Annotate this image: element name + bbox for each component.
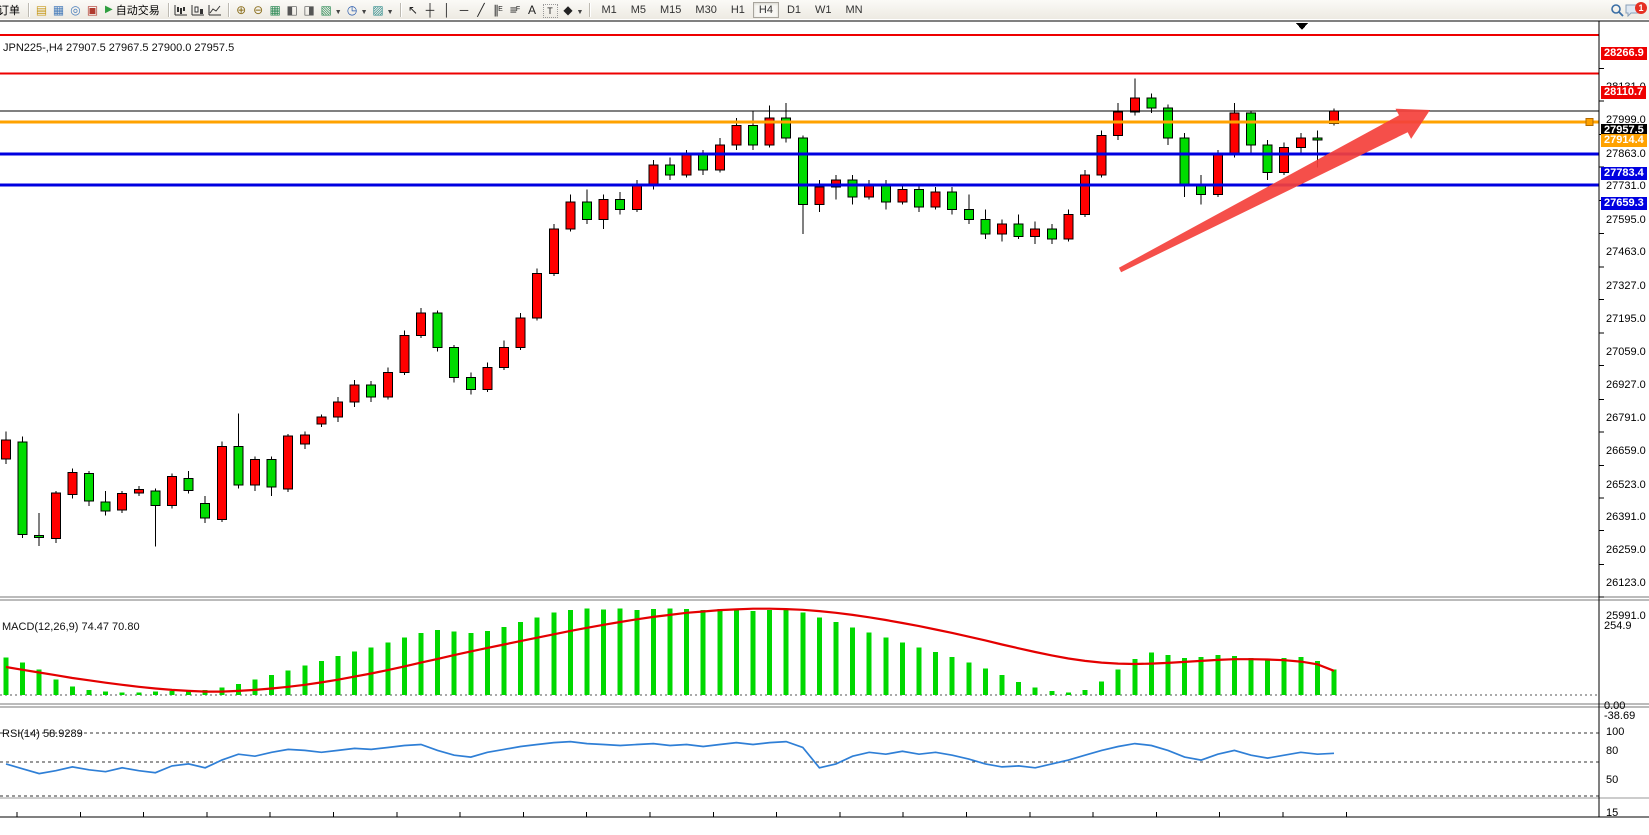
- price-line-label: 27659.3: [1601, 197, 1647, 211]
- search-icon[interactable]: [1608, 2, 1625, 18]
- arrange-windows-icon[interactable]: ◨: [303, 2, 315, 17]
- price-tick-label: 27463.0: [1606, 246, 1646, 259]
- new-chart-icon[interactable]: ▧: [320, 2, 332, 17]
- label-icon[interactable]: T: [542, 3, 558, 18]
- templates-icon[interactable]: ▨: [372, 2, 384, 17]
- navigator-icon[interactable]: ◎: [70, 2, 81, 17]
- price-line-label: 28110.7: [1601, 85, 1647, 99]
- profiles-icon-dropdown[interactable]: ▼: [360, 8, 368, 16]
- timeframe-h1-button[interactable]: H1: [730, 3, 745, 16]
- rsi-level-label: 100: [1606, 726, 1625, 738]
- price-tick-label: 27863.0: [1606, 147, 1646, 160]
- chart-canvas[interactable]: [0, 19, 1649, 835]
- market-watch-icon[interactable]: ▤: [35, 2, 48, 17]
- timeframe-h4-button[interactable]: H4: [752, 1, 779, 18]
- macd-max-label: 254.9: [1604, 620, 1632, 632]
- trend-arrow-object: [1118, 108, 1430, 273]
- notification-badge: 1: [1635, 1, 1647, 14]
- timeframe-m15-button[interactable]: M15: [660, 3, 682, 16]
- macd-label: MACD(12,26,9) 74.47 70.80: [2, 621, 140, 633]
- new-order-button[interactable]: 订单: [0, 1, 24, 18]
- price-tick-label: 27195.0: [1606, 312, 1646, 325]
- price-tick-label: 27327.0: [1606, 279, 1646, 292]
- macd-min-label: -38.69: [1604, 710, 1636, 722]
- timeframe-mn-button[interactable]: MN: [845, 3, 863, 16]
- terminal-icon[interactable]: ▣: [86, 2, 99, 17]
- timeframe-m1-button[interactable]: M1: [601, 3, 617, 16]
- bar-chart-icon[interactable]: [173, 2, 190, 18]
- macd-zero-label: 0.00: [1604, 700, 1626, 712]
- cursor-icon[interactable]: ↖: [407, 2, 419, 17]
- rsi-level-label: 80: [1606, 745, 1619, 757]
- zoom-in-icon[interactable]: ⊕: [236, 2, 247, 17]
- chart-title: JPN225-,H4 27907.5 27967.5 27900.0 27957…: [3, 42, 235, 54]
- price-line-label: 27914.4: [1601, 134, 1647, 148]
- trendline-icon[interactable]: ╱: [477, 2, 485, 17]
- price-tick-label: 26927.0: [1606, 378, 1646, 391]
- timeframe-m5-button[interactable]: M5: [630, 3, 647, 16]
- vertical-line-icon[interactable]: │: [443, 2, 451, 17]
- text-icon[interactable]: A: [528, 2, 537, 17]
- price-tick-label: 27731.0: [1606, 180, 1646, 193]
- notifications-button[interactable]: 1: [1625, 1, 1649, 19]
- chart-tools-group: ⊕ ⊖ ▦ ◧ ◨ ▧ ▼ ◷ ▼ ▨ ▼: [233, 2, 396, 18]
- autotrading-icon: ▶: [105, 4, 113, 15]
- toolbar-separator: [227, 2, 229, 17]
- rsi-level-label: 15: [1606, 807, 1619, 819]
- price-tick-label: 27595.0: [1606, 213, 1646, 226]
- toolbar: 订单 ▤ ▦ ◎ ▣ ▶ 自动交易 ⊕ ⊖ ▦ ◧ ◨ ▧ ▼ ◷ ▼ ▨ ▼ ↖ ┼ │ ─ ╱ ∥ E ≡ F A T ◆ ▼…: [0, 0, 1649, 20]
- cascade-windows-icon[interactable]: ◧: [286, 2, 298, 17]
- line-chart-icon[interactable]: [207, 2, 224, 18]
- timeframe-w1-button[interactable]: W1: [815, 3, 832, 16]
- rsi-level-label: 50: [1606, 774, 1619, 786]
- fibonacci-icon[interactable]: ≡ F: [509, 2, 521, 17]
- channel-icon[interactable]: ∥ E: [493, 2, 503, 17]
- price-line-label: 28266.9: [1601, 47, 1647, 61]
- autotrading-button[interactable]: ▶ 自动交易: [101, 1, 164, 18]
- chart-window[interactable]: JPN225-,H4 27907.5 27967.5 27900.0 27957…: [0, 19, 1649, 835]
- toolbar-separator: [589, 2, 591, 17]
- price-tick-label: 26791.0: [1606, 412, 1646, 425]
- price-tick-label: 26391.0: [1606, 511, 1646, 524]
- price-tick-label: 26259.0: [1606, 543, 1646, 556]
- data-window-icon[interactable]: ▦: [52, 2, 65, 17]
- timeframe-toolbar: M1 M5 M15 M30 H1 H4 D1 W1 MN: [594, 1, 869, 18]
- arrows-icon-dropdown[interactable]: ▼: [576, 8, 584, 16]
- price-tick-label: 26123.0: [1606, 577, 1646, 590]
- price-line-label: 27783.4: [1601, 166, 1647, 180]
- timeframe-m30-button[interactable]: M30: [695, 3, 717, 16]
- profiles-icon[interactable]: ◷: [346, 2, 358, 17]
- arrows-icon[interactable]: ◆: [563, 2, 573, 17]
- draw-tools-group: ↖ ┼ │ ─ ╱ ∥ E ≡ F A T ◆ ▼: [405, 2, 586, 18]
- toolbar-separator: [399, 2, 401, 17]
- autotrading-label: 自动交易: [115, 4, 160, 17]
- new-chart-icon-dropdown[interactable]: ▼: [334, 8, 342, 16]
- price-tick-label: 26523.0: [1606, 478, 1646, 491]
- new-order-label: 订单: [0, 4, 20, 17]
- timeframe-d1-button[interactable]: D1: [786, 3, 802, 16]
- toolbar-separator: [167, 2, 169, 17]
- tile-windows-icon[interactable]: ▦: [269, 2, 281, 17]
- price-line-label: 27957.5: [1601, 123, 1647, 137]
- crosshair-icon[interactable]: ┼: [425, 2, 435, 17]
- templates-icon-dropdown[interactable]: ▼: [386, 8, 394, 16]
- price-tick-label: 27059.0: [1606, 346, 1646, 359]
- price-tick-label: 26659.0: [1606, 444, 1646, 457]
- rsi-label: RSI(14) 58.9289: [2, 728, 83, 740]
- price-tick-label: 27999.0: [1606, 113, 1646, 126]
- zoom-out-icon[interactable]: ⊖: [253, 2, 264, 17]
- panel-icons-group: ▤ ▦ ◎ ▣: [33, 2, 101, 18]
- candlestick-chart-icon[interactable]: [190, 2, 207, 18]
- toolbar-separator: [28, 2, 29, 17]
- horizontal-line-icon[interactable]: ─: [459, 2, 469, 17]
- price-tick-label: 25991.0: [1606, 609, 1646, 622]
